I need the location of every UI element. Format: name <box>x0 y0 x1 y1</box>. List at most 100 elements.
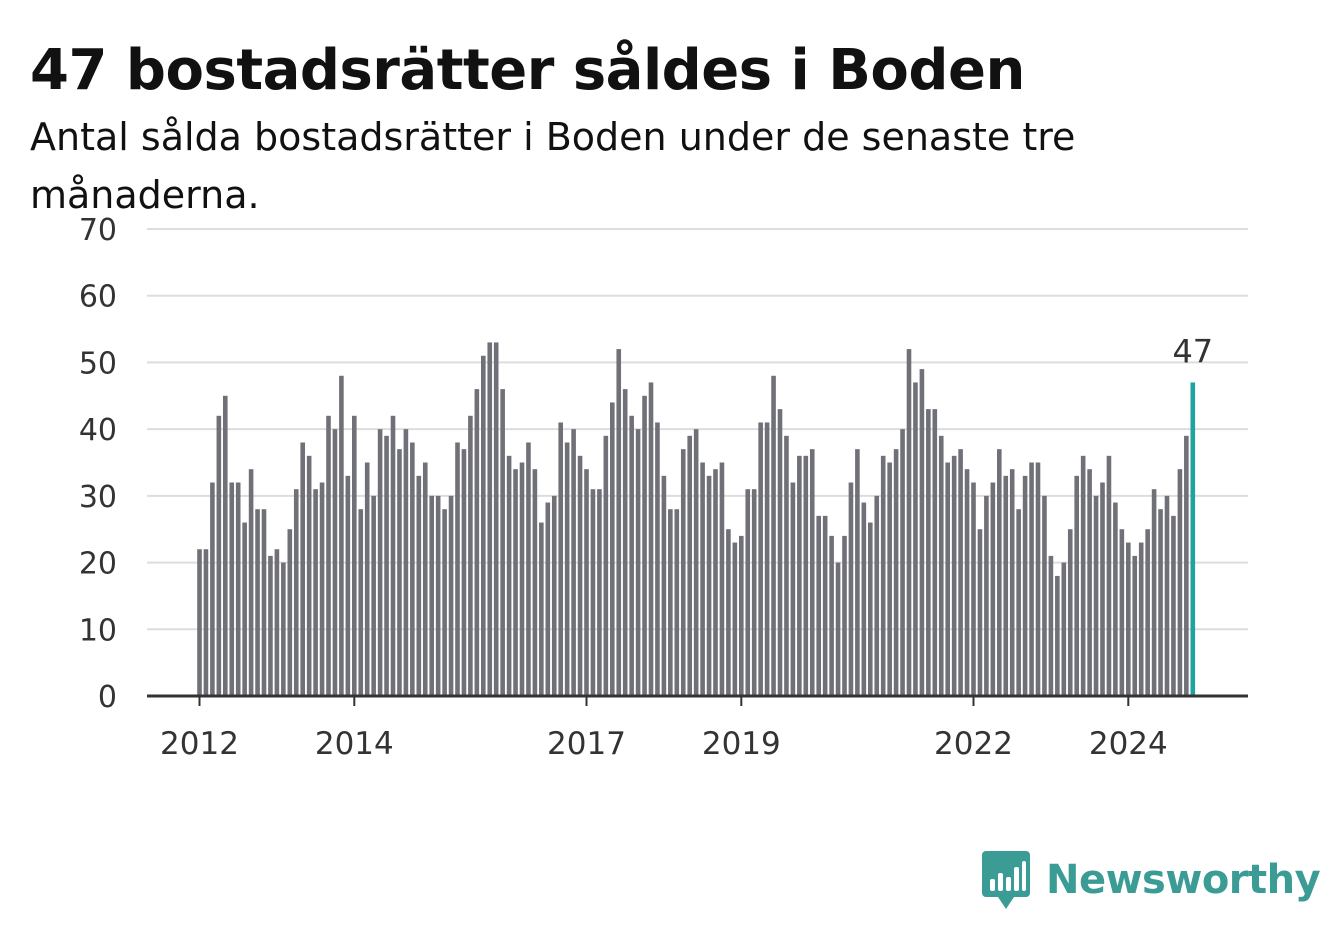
y-tick-label: 30 <box>79 480 117 515</box>
x-tick-label: 2019 <box>702 726 781 762</box>
bar <box>1132 555 1138 696</box>
bar <box>893 449 899 696</box>
bar <box>990 482 996 696</box>
bar-latest <box>1190 382 1196 696</box>
bar <box>1145 529 1150 696</box>
bar <box>390 415 396 696</box>
bar <box>880 455 886 696</box>
y-axis-ticks: 0 10 20 30 40 50 60 70 <box>79 213 117 715</box>
bar <box>777 409 783 696</box>
bar <box>668 509 673 696</box>
bar <box>1087 469 1092 696</box>
bar <box>919 369 925 696</box>
bar <box>1055 575 1060 696</box>
bar <box>809 449 815 696</box>
bar <box>1177 469 1183 696</box>
bar <box>951 455 957 696</box>
bar <box>1151 489 1157 696</box>
bar <box>635 429 641 696</box>
y-tick-label: 60 <box>79 280 117 315</box>
bar <box>248 469 254 696</box>
bar <box>442 509 447 696</box>
bar <box>235 482 241 696</box>
bar <box>771 375 776 696</box>
bar <box>274 549 280 696</box>
bar <box>887 462 892 696</box>
bar <box>958 449 963 696</box>
bar <box>332 429 338 696</box>
bar <box>938 435 944 696</box>
newsworthy-logo-icon <box>982 851 1030 909</box>
bar <box>784 435 789 696</box>
bar <box>558 422 563 696</box>
bar <box>1048 555 1054 696</box>
bar <box>913 382 918 696</box>
bar <box>680 449 686 696</box>
bar <box>455 442 460 696</box>
bar <box>945 462 950 696</box>
bar <box>1074 475 1079 696</box>
bar <box>448 495 454 696</box>
bar <box>468 415 473 696</box>
bar <box>545 502 551 696</box>
bar <box>1022 475 1028 696</box>
bar <box>210 482 215 696</box>
bar <box>481 355 486 696</box>
bar <box>790 482 796 696</box>
bar <box>526 442 531 696</box>
bar <box>564 442 570 696</box>
bar <box>345 475 351 696</box>
bar <box>977 529 983 696</box>
bar <box>364 462 370 696</box>
bar <box>964 469 970 696</box>
bar <box>700 462 705 696</box>
bar <box>874 495 880 696</box>
bar <box>339 375 344 696</box>
x-axis-ticks: 2012 2014 2017 2019 2022 2024 <box>160 696 1168 762</box>
bar <box>745 489 751 696</box>
bar <box>848 482 854 696</box>
bar <box>597 489 602 696</box>
bar <box>403 429 409 696</box>
bar <box>1016 509 1021 696</box>
bar <box>461 449 467 696</box>
bar <box>900 429 905 696</box>
bar <box>223 395 228 696</box>
y-tick-label: 10 <box>79 613 117 648</box>
bar <box>577 455 583 696</box>
bar <box>739 535 744 696</box>
y-tick-label: 40 <box>79 413 117 448</box>
bar <box>500 389 505 696</box>
x-tick-label: 2017 <box>547 726 626 762</box>
chart-title: 47 bostadsrätter såldes i Boden <box>30 38 1025 103</box>
bar <box>829 535 834 696</box>
y-tick-label: 0 <box>98 680 117 715</box>
brand-name: Newsworthy <box>1046 857 1321 903</box>
bar <box>622 389 628 696</box>
bar <box>532 469 538 696</box>
bar <box>1100 482 1105 696</box>
bar <box>1138 542 1144 696</box>
bar <box>197 549 202 696</box>
bar <box>1113 502 1118 696</box>
chart-subtitle: Antal sålda bostadsrätter i Boden under … <box>30 115 1076 217</box>
bar <box>590 489 596 696</box>
bar <box>1080 455 1086 696</box>
bar <box>732 542 738 696</box>
bar <box>616 349 622 696</box>
bar <box>487 342 493 696</box>
bar <box>610 402 615 696</box>
bar <box>293 489 299 696</box>
x-tick-label: 2014 <box>315 726 394 762</box>
bar <box>984 495 989 696</box>
bar <box>281 562 286 696</box>
bar <box>268 555 273 696</box>
bar <box>629 415 634 696</box>
bar <box>216 415 222 696</box>
bar <box>693 429 699 696</box>
bar <box>1029 462 1034 696</box>
y-tick-label: 70 <box>79 213 117 248</box>
x-tick-label: 2024 <box>1089 726 1168 762</box>
bar <box>861 502 867 696</box>
